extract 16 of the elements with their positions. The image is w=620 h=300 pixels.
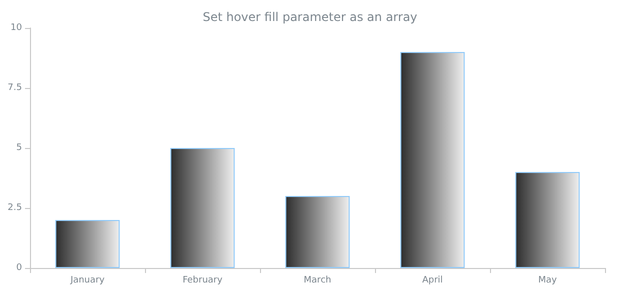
y-tick-label: 2.5 (8, 203, 22, 213)
x-tick-label: February (182, 276, 224, 286)
bar (55, 220, 120, 268)
bar (285, 196, 350, 268)
chart-title: Set hover fill parameter as an array (202, 10, 418, 24)
y-tick-label: 7.5 (8, 83, 22, 93)
bar (170, 148, 235, 268)
y-tick-label: 10 (10, 23, 22, 33)
x-tick-label: May (538, 276, 558, 286)
bar (515, 172, 580, 268)
x-tick-label: April (422, 276, 443, 286)
bar (400, 52, 465, 268)
x-tick-label: January (69, 276, 106, 286)
y-tick-label: 5 (16, 143, 22, 153)
x-tick-label: March (304, 276, 332, 286)
y-tick-label: 0 (16, 263, 22, 273)
